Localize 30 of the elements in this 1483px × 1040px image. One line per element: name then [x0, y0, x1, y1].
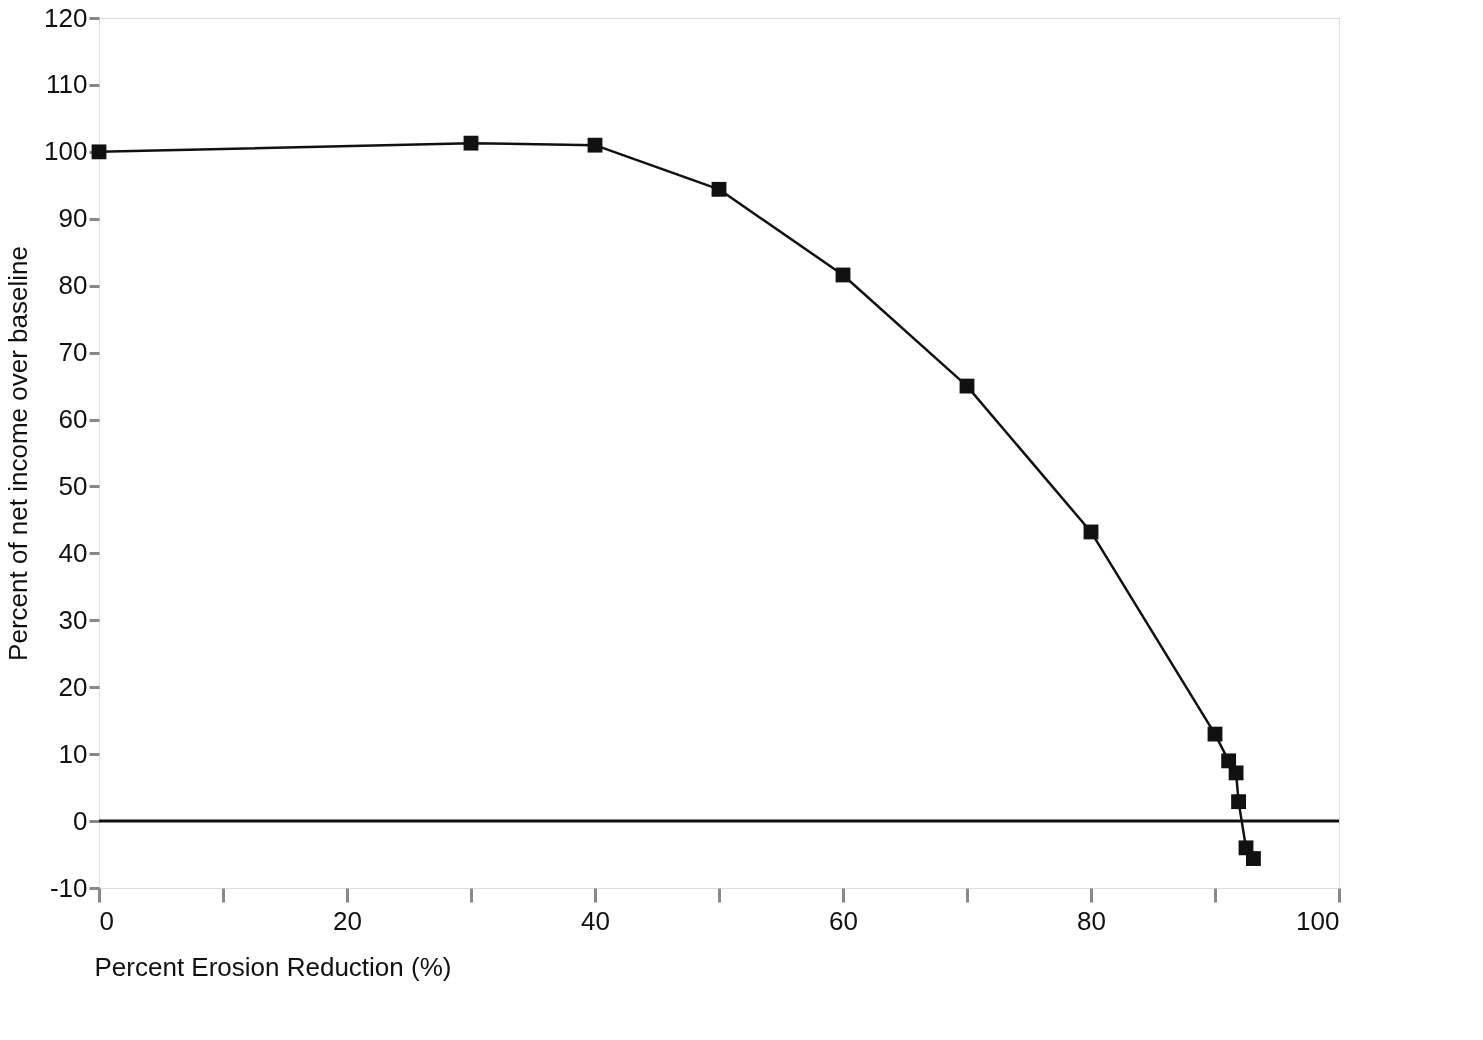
x-tick-label: 40 [581, 905, 610, 936]
y-tick-label: 100 [44, 136, 88, 167]
y-tick-label: 0 [73, 805, 88, 836]
y-tick-label: -10 [49, 872, 88, 903]
y-tick-label: 70 [58, 337, 88, 368]
y-tick-label: 120 [44, 2, 88, 33]
point [463, 135, 479, 151]
point [1246, 851, 1261, 866]
point [587, 137, 603, 153]
x-tick-label: 20 [333, 905, 362, 936]
point [711, 181, 727, 197]
point [1221, 753, 1237, 769]
y-tick-label: 110 [46, 69, 88, 100]
point [1231, 794, 1246, 810]
point [1228, 765, 1244, 781]
x-tick-label: 60 [829, 905, 858, 936]
y-tick-label: 20 [58, 671, 88, 702]
y-tick-label: 10 [58, 738, 88, 769]
y-tick-label: 90 [58, 203, 88, 234]
x-axis-title: Percent Erosion Reduction (%) [94, 951, 452, 982]
point [91, 144, 107, 160]
y-tick-label: 60 [58, 404, 88, 435]
y-tick-label: 30 [58, 604, 88, 635]
x-tick-label: 80 [1077, 905, 1106, 936]
y-tick-label: 40 [58, 537, 88, 568]
x-tick-label: 100 [1296, 905, 1340, 936]
y-tick-label: 80 [58, 270, 88, 301]
x-tick-label: 0 [99, 905, 114, 936]
y-tick-label: 50 [58, 470, 88, 501]
y-axis-title: Percent of net income over baseline [3, 246, 34, 661]
